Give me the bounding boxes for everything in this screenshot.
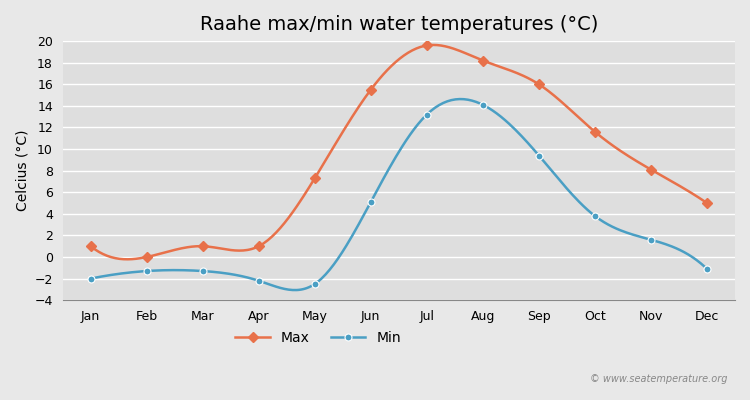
Text: © www.seatemperature.org: © www.seatemperature.org <box>590 374 728 384</box>
Legend: Max, Min: Max, Min <box>230 325 406 350</box>
Y-axis label: Celcius (°C): Celcius (°C) <box>15 130 29 211</box>
Title: Raahe max/min water temperatures (°C): Raahe max/min water temperatures (°C) <box>200 15 598 34</box>
